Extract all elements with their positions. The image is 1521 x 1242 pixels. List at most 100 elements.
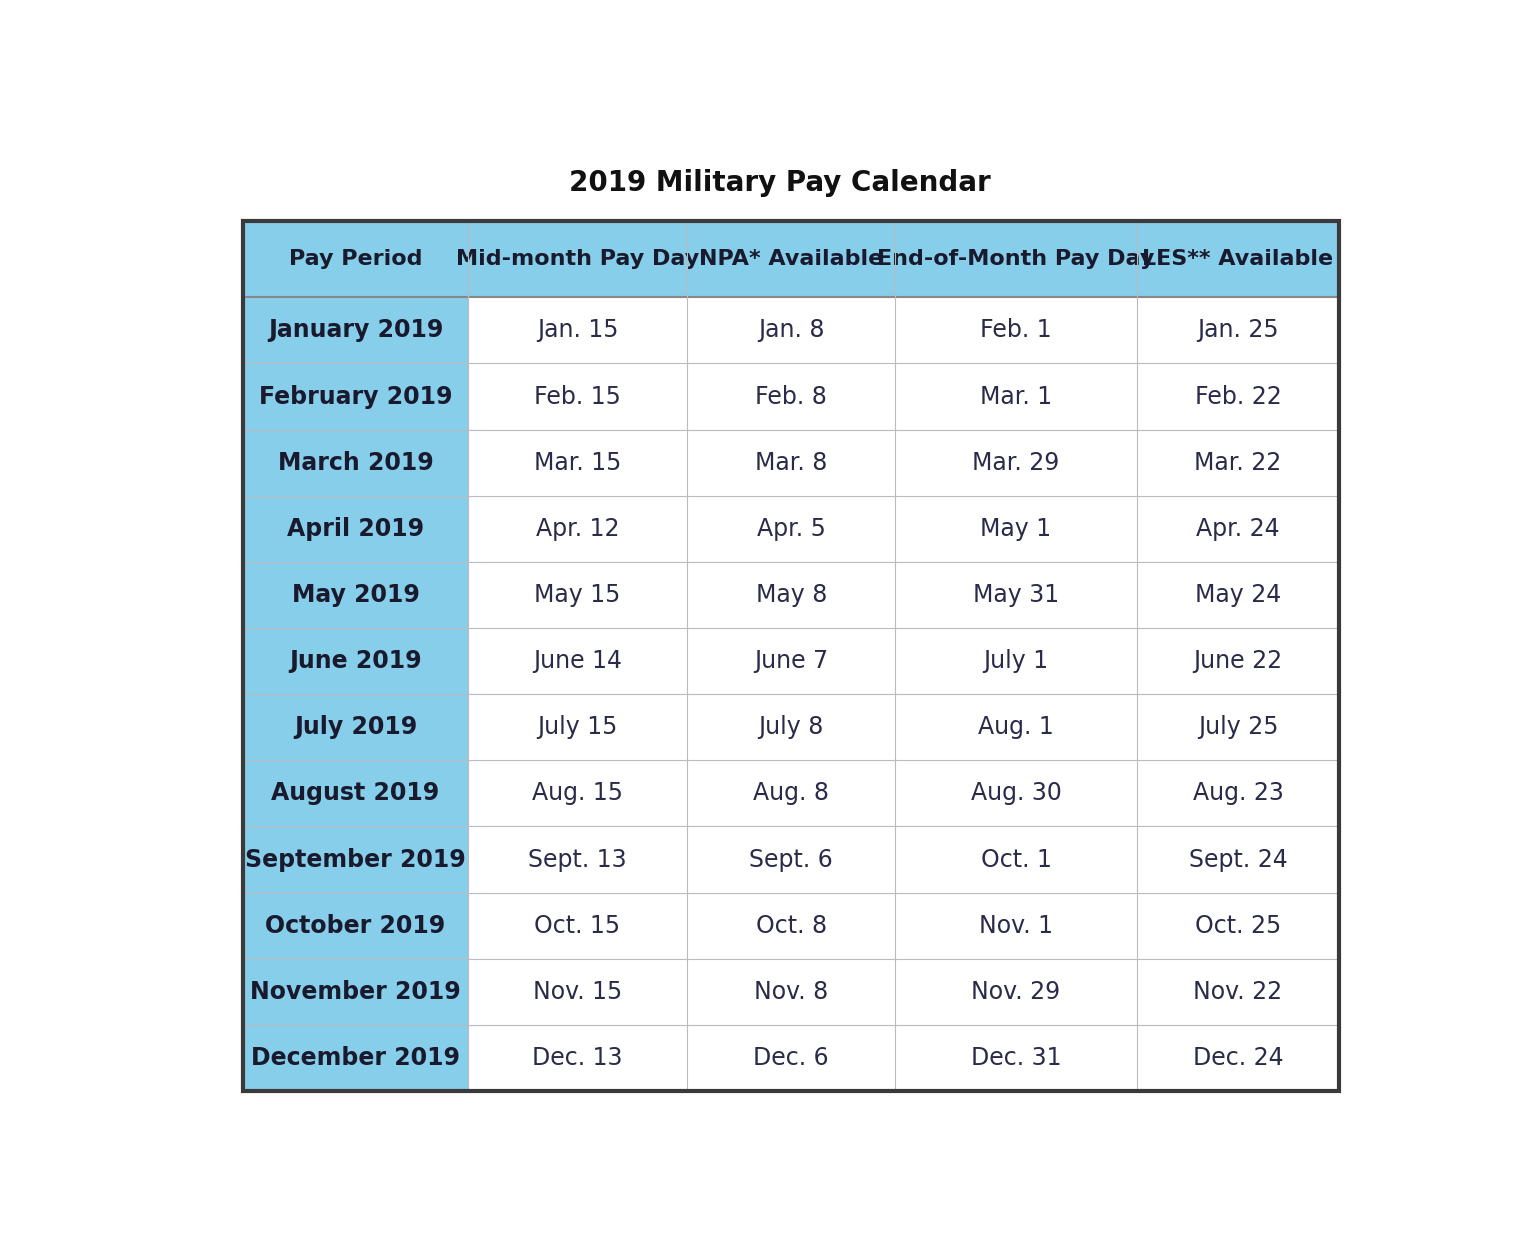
Text: LES** Available: LES** Available <box>1142 250 1334 270</box>
Text: Dec. 6: Dec. 6 <box>753 1046 829 1069</box>
Text: December 2019: December 2019 <box>251 1046 459 1069</box>
Text: Aug. 23: Aug. 23 <box>1192 781 1284 805</box>
Text: Apr. 5: Apr. 5 <box>757 517 826 540</box>
Bar <box>243 561 468 628</box>
Bar <box>896 760 1136 826</box>
Text: May 1: May 1 <box>981 517 1051 540</box>
Text: Aug. 8: Aug. 8 <box>753 781 829 805</box>
Text: Sept. 24: Sept. 24 <box>1188 847 1287 872</box>
Text: Sept. 13: Sept. 13 <box>528 847 627 872</box>
Bar <box>687 760 896 826</box>
Bar <box>1136 297 1340 364</box>
Text: Apr. 12: Apr. 12 <box>535 517 619 540</box>
Text: April 2019: April 2019 <box>287 517 424 540</box>
Text: 2019 Military Pay Calendar: 2019 Military Pay Calendar <box>569 169 990 196</box>
Bar <box>1136 628 1340 694</box>
Bar <box>687 893 896 959</box>
Bar <box>687 628 896 694</box>
Bar <box>468 826 687 893</box>
Text: Jan. 25: Jan. 25 <box>1197 318 1279 343</box>
Text: Oct. 25: Oct. 25 <box>1196 914 1281 938</box>
Text: May 31: May 31 <box>973 582 1059 607</box>
Bar <box>896 694 1136 760</box>
Bar <box>243 628 468 694</box>
Bar <box>896 364 1136 430</box>
Bar <box>896 430 1136 496</box>
Bar <box>468 893 687 959</box>
Text: Mar. 29: Mar. 29 <box>972 451 1060 474</box>
Text: Aug. 30: Aug. 30 <box>970 781 1062 805</box>
Bar <box>687 364 896 430</box>
Bar <box>1136 893 1340 959</box>
Bar <box>468 694 687 760</box>
Bar <box>687 297 896 364</box>
Text: Jan. 8: Jan. 8 <box>757 318 824 343</box>
Text: July 8: July 8 <box>759 715 824 739</box>
Text: Mar. 1: Mar. 1 <box>980 385 1053 409</box>
Text: Dec. 24: Dec. 24 <box>1192 1046 1284 1069</box>
Bar <box>1136 364 1340 430</box>
Bar <box>243 496 468 561</box>
Text: Sept. 6: Sept. 6 <box>750 847 834 872</box>
Text: Feb. 15: Feb. 15 <box>534 385 621 409</box>
Bar <box>468 496 687 561</box>
Bar <box>896 826 1136 893</box>
Bar <box>896 893 1136 959</box>
Bar <box>896 1025 1136 1090</box>
Bar <box>1136 959 1340 1025</box>
Text: Mid-month Pay Day: Mid-month Pay Day <box>456 250 700 270</box>
Bar <box>896 496 1136 561</box>
Bar <box>1136 694 1340 760</box>
Bar <box>1136 430 1340 496</box>
Bar <box>687 496 896 561</box>
Bar <box>243 297 468 364</box>
Text: June 14: June 14 <box>532 650 622 673</box>
Text: Nov. 1: Nov. 1 <box>980 914 1053 938</box>
Text: July 25: July 25 <box>1197 715 1278 739</box>
Text: Mar. 22: Mar. 22 <box>1194 451 1282 474</box>
Text: Feb. 22: Feb. 22 <box>1194 385 1281 409</box>
Bar <box>468 364 687 430</box>
Text: October 2019: October 2019 <box>265 914 446 938</box>
Text: Oct. 1: Oct. 1 <box>981 847 1051 872</box>
Text: Oct. 15: Oct. 15 <box>534 914 621 938</box>
Text: September 2019: September 2019 <box>245 847 465 872</box>
Text: Feb. 1: Feb. 1 <box>980 318 1053 343</box>
Bar <box>468 959 687 1025</box>
Bar <box>1136 561 1340 628</box>
Text: Nov. 22: Nov. 22 <box>1194 980 1282 1004</box>
Bar <box>1136 1025 1340 1090</box>
Bar <box>687 1025 896 1090</box>
Text: Mar. 8: Mar. 8 <box>754 451 827 474</box>
Bar <box>687 959 896 1025</box>
Bar <box>243 694 468 760</box>
Bar <box>243 760 468 826</box>
Text: March 2019: March 2019 <box>278 451 433 474</box>
Bar <box>896 959 1136 1025</box>
Bar <box>468 430 687 496</box>
Bar <box>896 297 1136 364</box>
Text: Feb. 8: Feb. 8 <box>756 385 827 409</box>
Bar <box>243 430 468 496</box>
Text: Nov. 29: Nov. 29 <box>972 980 1060 1004</box>
Text: January 2019: January 2019 <box>268 318 443 343</box>
Text: November 2019: November 2019 <box>249 980 461 1004</box>
Text: May 24: May 24 <box>1196 582 1281 607</box>
Text: Dec. 13: Dec. 13 <box>532 1046 622 1069</box>
Text: End-of-Month Pay Day: End-of-Month Pay Day <box>878 250 1154 270</box>
Text: Jan. 15: Jan. 15 <box>537 318 618 343</box>
Bar <box>1136 496 1340 561</box>
Text: Dec. 31: Dec. 31 <box>970 1046 1062 1069</box>
Text: July 1: July 1 <box>984 650 1048 673</box>
Bar <box>687 694 896 760</box>
Text: February 2019: February 2019 <box>259 385 452 409</box>
Bar <box>243 221 1340 297</box>
Text: Aug. 1: Aug. 1 <box>978 715 1054 739</box>
Text: August 2019: August 2019 <box>271 781 440 805</box>
Bar <box>243 959 468 1025</box>
Bar <box>896 561 1136 628</box>
Bar <box>243 1025 468 1090</box>
Bar <box>687 430 896 496</box>
Bar <box>468 760 687 826</box>
Bar <box>1136 760 1340 826</box>
